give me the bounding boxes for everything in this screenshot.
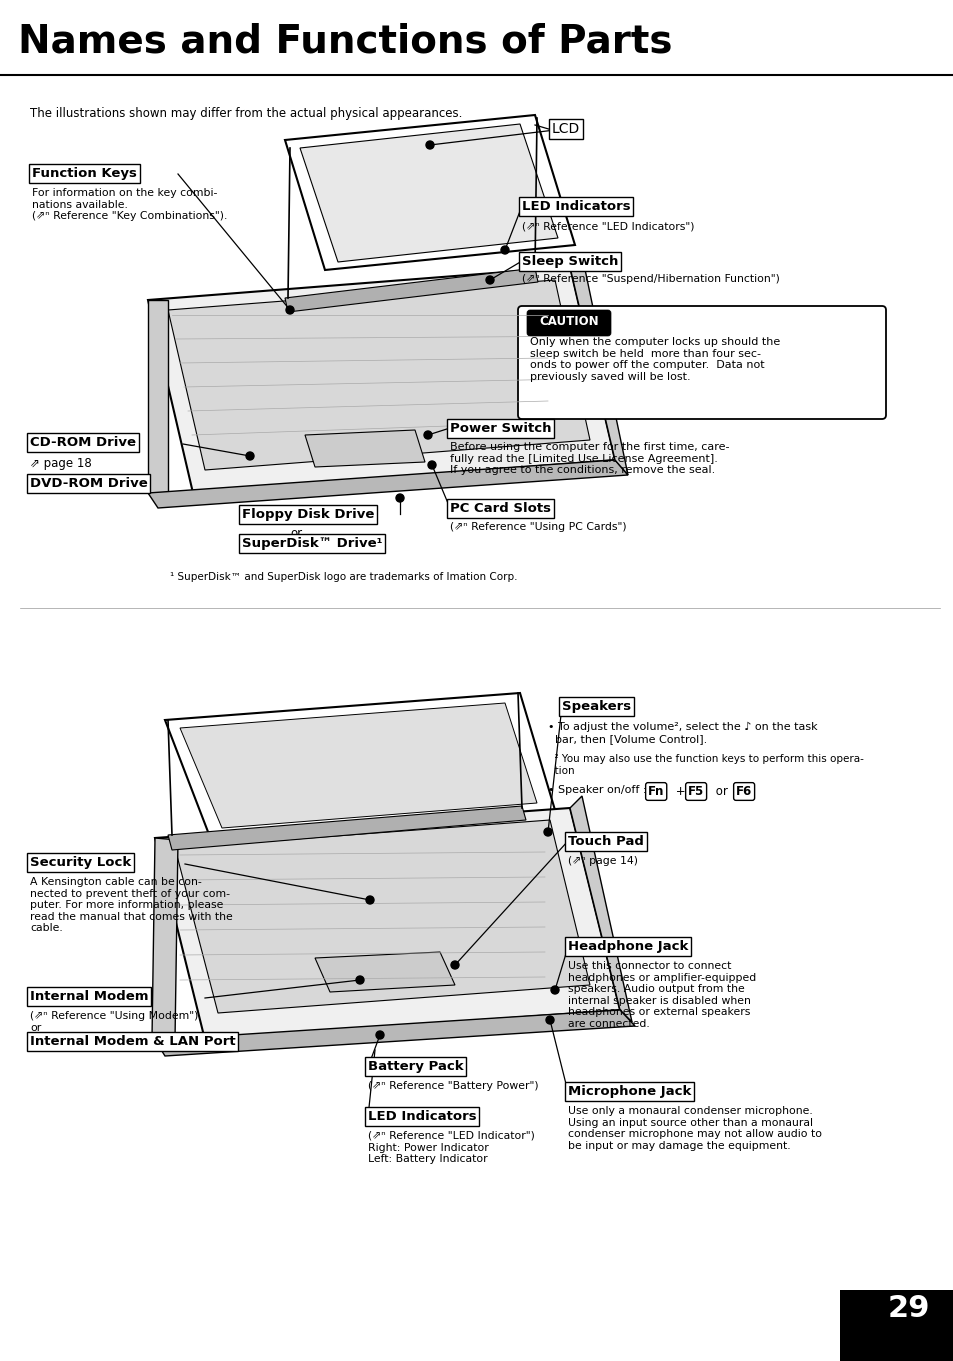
Text: Before using the computer for the first time, care-
fully read the [Limited Use : Before using the computer for the first …: [450, 442, 729, 475]
Circle shape: [355, 976, 364, 984]
Text: Use only a monaural condenser microphone.
Using an input source other than a mon: Use only a monaural condenser microphone…: [567, 1106, 821, 1151]
Text: Floppy Disk Drive: Floppy Disk Drive: [242, 508, 374, 521]
Polygon shape: [168, 280, 589, 470]
Text: Speakers: Speakers: [561, 700, 631, 713]
Text: SuperDisk™ Drive¹: SuperDisk™ Drive¹: [242, 538, 382, 550]
Text: DVD-ROM Drive: DVD-ROM Drive: [30, 476, 148, 490]
Circle shape: [543, 827, 552, 836]
Bar: [840, 1290, 953, 1361]
Text: F6: F6: [735, 785, 752, 798]
Circle shape: [246, 452, 253, 460]
Text: A Kensington cable can be con-
nected to prevent theft of your com-
puter. For m: A Kensington cable can be con- nected to…: [30, 876, 233, 934]
Text: Power Switch: Power Switch: [450, 422, 551, 436]
Polygon shape: [180, 704, 537, 827]
Text: or: or: [290, 527, 302, 540]
Text: (⇗ⁿ Reference "Using Modem")
or: (⇗ⁿ Reference "Using Modem") or: [30, 1011, 198, 1033]
Text: Headphone Jack: Headphone Jack: [567, 940, 688, 953]
Text: ¹ SuperDisk™ and SuperDisk logo are trademarks of Imation Corp.: ¹ SuperDisk™ and SuperDisk logo are trad…: [170, 572, 517, 583]
Text: 29: 29: [886, 1294, 929, 1323]
Text: Function Keys: Function Keys: [32, 167, 136, 180]
Circle shape: [485, 276, 494, 284]
Text: (⇗ⁿ page 14): (⇗ⁿ page 14): [567, 856, 638, 866]
Text: F5: F5: [687, 785, 703, 798]
Polygon shape: [152, 838, 178, 1040]
Circle shape: [375, 1032, 384, 1038]
Text: or: or: [711, 785, 731, 798]
Text: (⇗ⁿ Reference "Battery Power"): (⇗ⁿ Reference "Battery Power"): [368, 1081, 538, 1092]
FancyBboxPatch shape: [526, 310, 610, 336]
Text: Internal Modem & LAN Port: Internal Modem & LAN Port: [30, 1034, 235, 1048]
Text: ² You may also use the function keys to perform this opera-
  tion: ² You may also use the function keys to …: [547, 754, 863, 776]
Text: • To adjust the volume², select the ♪ on the task
  bar, then [Volume Control].: • To adjust the volume², select the ♪ on…: [547, 721, 817, 744]
Polygon shape: [174, 819, 589, 1013]
Polygon shape: [569, 796, 631, 1022]
Circle shape: [545, 1017, 554, 1023]
Polygon shape: [305, 430, 424, 467]
Text: For information on the key combi-
nations available.
(⇗ⁿ Reference "Key Combinat: For information on the key combi- nation…: [32, 188, 227, 222]
Polygon shape: [569, 255, 627, 475]
Text: Security Lock: Security Lock: [30, 856, 132, 870]
Circle shape: [426, 142, 434, 148]
Text: (⇗ⁿ Reference "LED Indicator")
Right: Power Indicator
Left: Battery Indicator: (⇗ⁿ Reference "LED Indicator") Right: Po…: [368, 1131, 535, 1164]
Circle shape: [286, 306, 294, 314]
Circle shape: [395, 494, 403, 502]
Text: Internal Modem: Internal Modem: [30, 989, 149, 1003]
Text: • Speaker on/off :: • Speaker on/off :: [547, 785, 649, 795]
Polygon shape: [165, 693, 555, 837]
Text: (⇗ⁿ Reference "LED Indicators"): (⇗ⁿ Reference "LED Indicators"): [521, 220, 694, 231]
Text: ⇗ page 18
or: ⇗ page 18 or: [30, 457, 91, 485]
FancyBboxPatch shape: [517, 306, 885, 419]
Text: CAUTION: CAUTION: [538, 314, 598, 328]
Polygon shape: [154, 808, 619, 1040]
Circle shape: [366, 896, 374, 904]
Text: CD-ROM Drive: CD-ROM Drive: [30, 436, 136, 449]
Text: Only when the computer locks up should the
sleep switch be held  more than four : Only when the computer locks up should t…: [530, 338, 780, 382]
Text: LED Indicators: LED Indicators: [368, 1111, 476, 1123]
Polygon shape: [314, 951, 455, 992]
Circle shape: [423, 431, 432, 440]
Text: Names and Functions of Parts: Names and Functions of Parts: [18, 22, 672, 60]
Text: Touch Pad: Touch Pad: [567, 836, 643, 848]
Text: Microphone Jack: Microphone Jack: [567, 1085, 691, 1098]
Polygon shape: [168, 806, 525, 851]
Text: Fn: Fn: [647, 785, 663, 798]
Polygon shape: [285, 268, 537, 312]
Polygon shape: [148, 267, 615, 493]
Text: (⇗ⁿ Reference "Using PC Cards"): (⇗ⁿ Reference "Using PC Cards"): [450, 523, 626, 532]
Circle shape: [500, 246, 509, 255]
Text: +: +: [671, 785, 689, 798]
Polygon shape: [154, 1010, 635, 1056]
Text: Battery Pack: Battery Pack: [368, 1060, 463, 1072]
Circle shape: [428, 461, 436, 470]
Text: LCD: LCD: [552, 122, 579, 136]
Polygon shape: [299, 124, 558, 263]
Text: Use this connector to connect
headphones or amplifier-equipped
speakers. Audio o: Use this connector to connect headphones…: [567, 961, 756, 1029]
Text: LED Indicators: LED Indicators: [521, 200, 630, 214]
Text: PC Card Slots: PC Card Slots: [450, 502, 551, 514]
Circle shape: [551, 985, 558, 994]
Text: The illustrations shown may differ from the actual physical appearances.: The illustrations shown may differ from …: [30, 108, 462, 120]
Text: Sleep Switch: Sleep Switch: [521, 255, 618, 268]
Polygon shape: [285, 114, 575, 269]
Polygon shape: [148, 299, 168, 493]
Text: (⇗ⁿ Reference "Suspend/Hibernation Function"): (⇗ⁿ Reference "Suspend/Hibernation Funct…: [521, 274, 779, 284]
Polygon shape: [148, 460, 627, 508]
Circle shape: [451, 961, 458, 969]
